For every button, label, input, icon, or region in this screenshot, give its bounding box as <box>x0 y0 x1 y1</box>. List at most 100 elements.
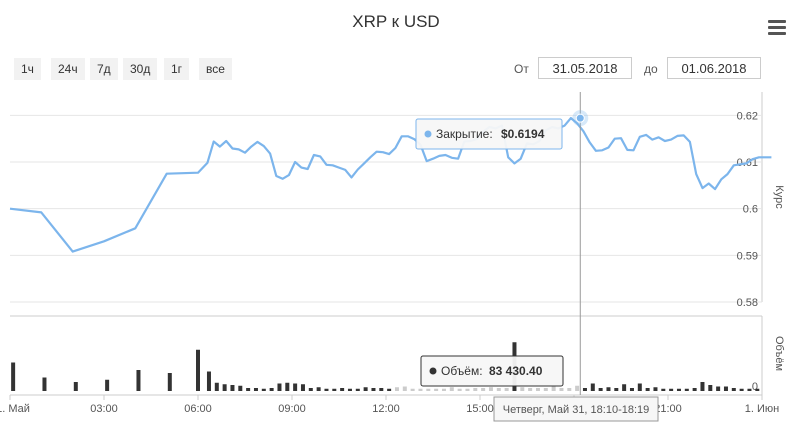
menu-icon[interactable] <box>768 20 786 36</box>
volume-bar <box>755 388 760 391</box>
x-tick-label: 03:00 <box>90 403 118 415</box>
volume-bar <box>669 388 674 391</box>
volume-bar <box>449 387 454 391</box>
volume-bar <box>708 385 713 391</box>
volume-bar <box>551 386 556 391</box>
volume-bar <box>347 388 352 391</box>
volume-bar <box>418 388 423 391</box>
volume-bar <box>700 382 705 391</box>
volume-bar <box>747 388 752 391</box>
volume-bar <box>285 382 290 391</box>
volume-bar <box>293 383 298 391</box>
volume-bar <box>434 388 439 391</box>
volume-bar <box>520 387 525 391</box>
volume-axis-label: Объём <box>773 336 785 371</box>
from-date-input[interactable] <box>538 57 632 79</box>
range-button-7d[interactable]: 7д <box>90 58 118 80</box>
price-tick-label: 0.58 <box>737 297 758 309</box>
range-button-1y[interactable]: 1г <box>164 58 190 80</box>
volume-bar <box>676 388 681 391</box>
x-tick-label: 31. Май <box>0 403 30 415</box>
volume-bar <box>731 388 736 391</box>
volume-bar <box>504 388 509 391</box>
volume-bar <box>387 388 392 391</box>
crosshair-label-box <box>493 396 659 422</box>
x-tick-label: 1. Июн <box>745 403 779 415</box>
volume-bar <box>465 388 470 391</box>
volume-bar <box>222 384 227 391</box>
x-tick-label: 06:00 <box>184 403 212 415</box>
volume-bar <box>637 383 642 391</box>
volume-bar <box>355 388 360 391</box>
volume-bar <box>394 387 399 391</box>
volume-bar <box>410 388 415 391</box>
volume-bar <box>196 349 200 391</box>
range-button-1h[interactable]: 1ч <box>14 58 41 80</box>
volume-bar <box>739 388 744 391</box>
volume-bar <box>575 385 580 391</box>
price-axis-label: Курс <box>773 185 785 209</box>
volume-bar <box>214 382 219 391</box>
x-tick-label: 12:00 <box>372 403 400 415</box>
volume-bar <box>590 383 595 391</box>
volume-tooltip-value: 83 430.40 <box>489 364 543 378</box>
volume-bar <box>692 388 697 391</box>
to-date-input[interactable] <box>667 57 761 79</box>
price-tooltip-box <box>415 118 563 150</box>
volume-bar <box>269 388 274 391</box>
range-button-all[interactable]: все <box>199 58 232 80</box>
volume-bar <box>73 382 78 391</box>
volume-bar <box>238 385 243 391</box>
volume-bar <box>481 388 486 391</box>
volume-bar <box>582 388 587 391</box>
volume-bar <box>402 386 407 391</box>
price-tooltip-value: $0.6194 <box>501 127 545 141</box>
volume-bar <box>261 388 266 391</box>
volume-bar <box>488 387 493 391</box>
x-tick-label: 09:00 <box>278 403 306 415</box>
volume-bar <box>379 388 384 391</box>
price-series-line <box>9 116 772 253</box>
price-tooltip-dot <box>424 130 432 138</box>
range-button-30d[interactable]: 30д <box>123 58 158 80</box>
x-tick-label: 15:00 <box>466 403 494 415</box>
volume-bar <box>496 388 501 391</box>
volume-bar <box>629 388 634 391</box>
volume-bar <box>426 388 431 391</box>
volume-bar <box>622 384 627 391</box>
volume-tick-label: 0 <box>752 381 758 393</box>
volume-bar <box>535 388 540 391</box>
volume-bar <box>653 387 658 391</box>
volume-bar <box>559 388 564 391</box>
price-tick-label: 0.62 <box>737 110 758 122</box>
volume-bar <box>567 388 572 391</box>
volume-bar <box>598 388 603 391</box>
volume-bar <box>441 388 446 391</box>
volume-bar <box>230 385 235 391</box>
volume-bar <box>136 370 141 391</box>
volume-bar <box>324 388 329 391</box>
volume-bar <box>528 388 533 391</box>
volume-tooltip-dot <box>429 367 437 375</box>
volume-bar <box>684 388 689 391</box>
volume-bar <box>543 388 548 391</box>
volume-bar <box>340 388 345 391</box>
volume-bar <box>606 387 611 391</box>
volume-bar <box>308 388 313 391</box>
volume-bar <box>371 388 376 391</box>
range-button-24h[interactable]: 24ч <box>51 58 85 80</box>
hover-marker <box>575 113 585 123</box>
volume-bar <box>457 388 462 391</box>
volume-bar <box>723 386 728 391</box>
volume-tooltip-label: Объём: <box>441 364 483 378</box>
price-tick-label: 0.59 <box>737 250 758 262</box>
volume-bar <box>42 377 47 391</box>
volume-bar <box>614 388 619 391</box>
volume-bar <box>246 388 251 391</box>
price-tooltip-label: Закрытие: <box>436 127 493 141</box>
volume-tooltip-box <box>420 355 564 387</box>
volume-bar <box>167 373 172 391</box>
volume-bar <box>300 384 305 391</box>
volume-bar <box>363 387 368 391</box>
